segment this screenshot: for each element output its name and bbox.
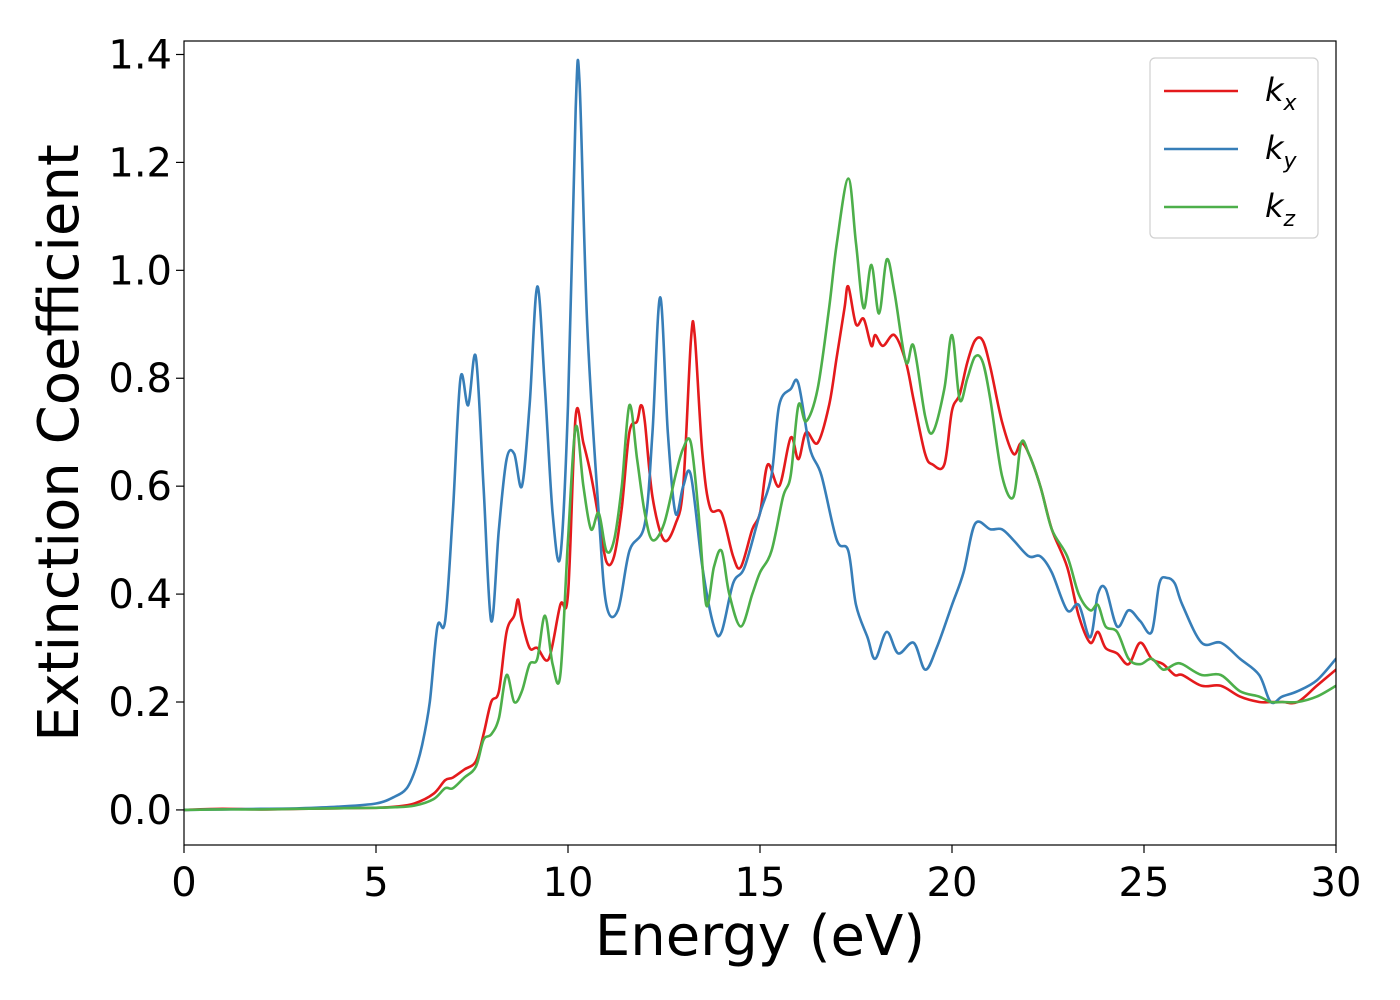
ticks-layer: 0 5 10 15 20 25 30 0.0 0.2 0.4 0.6 0.8 1.0 1.2 1.4 (108, 32, 1361, 906)
series-line-ky (184, 58, 1336, 812)
legend-label: kz (1265, 187, 1296, 232)
x-tick-label: 25 (1119, 860, 1170, 906)
y-tick-label: 1.2 (108, 140, 172, 186)
y-tick-label: 0.8 (108, 356, 172, 402)
series-layer (184, 58, 1336, 812)
x-tick-label: 5 (363, 860, 388, 906)
y-tick-label: 0.6 (108, 464, 172, 510)
y-axis-title: Extinction Coefficient (27, 144, 92, 742)
x-axis-title: Energy (eV) (595, 904, 925, 969)
y-tick-label: 0.2 (108, 680, 172, 726)
y-tick-label: 0.0 (108, 788, 172, 834)
series-line-kx (184, 284, 1336, 812)
legend-label: ky (1265, 129, 1298, 174)
x-tick-label: 15 (735, 860, 786, 906)
y-tick-label: 1.4 (108, 32, 172, 78)
legend: kx ky kz (1149, 57, 1319, 239)
y-tick-label: 0.4 (108, 572, 172, 618)
x-tick-label: 0 (171, 860, 196, 906)
y-tick-label: 1.0 (108, 248, 172, 294)
legend-label: kx (1265, 71, 1298, 116)
x-tick-label: 10 (543, 860, 594, 906)
x-tick-label: 20 (927, 860, 978, 906)
series-line-kz (184, 177, 1336, 812)
x-tick-label: 30 (1311, 860, 1362, 906)
